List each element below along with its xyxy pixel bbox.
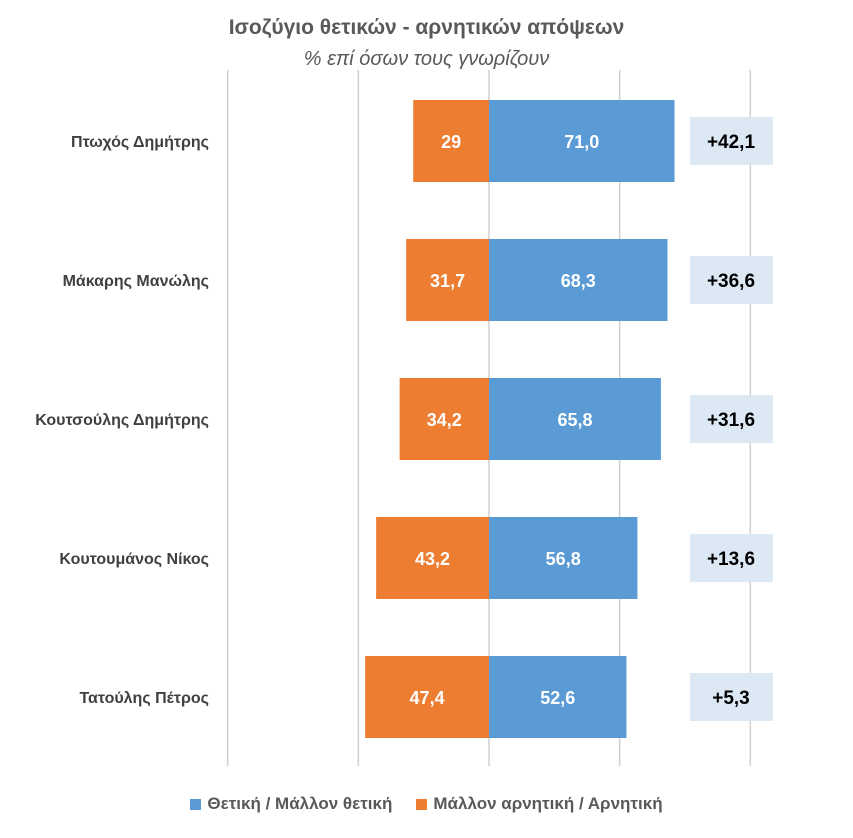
- data-label-positive: 56,8: [546, 549, 581, 569]
- bar-positive: [489, 656, 627, 738]
- category-label: Μάκαρης Μανώλης: [63, 273, 209, 290]
- legend-label-positive: Θετική / Μάλλον θετική: [207, 794, 393, 813]
- legend: Θετική / Μάλλον θετική Μάλλον αρνητική /…: [0, 794, 853, 814]
- net-label: +42,1: [707, 132, 756, 153]
- data-label-positive: 71,0: [564, 132, 599, 152]
- bar-negative: [376, 517, 489, 599]
- net-label-box: [690, 673, 773, 721]
- bar-negative: [413, 100, 489, 182]
- net-label-box: [690, 534, 773, 582]
- data-label-positive: 52,6: [540, 688, 575, 708]
- legend-swatch-positive: [190, 798, 202, 810]
- bar-positive: [489, 378, 661, 460]
- category-label: Κουτουμάνος Νίκος: [59, 551, 209, 568]
- data-label-negative: 34,2: [427, 410, 462, 430]
- legend-label-negative: Μάλλον αρνητική / Αρνητική: [433, 794, 663, 813]
- net-label-box: [690, 256, 773, 304]
- chart-title: Ισοζύγιο θετικών - αρνητικών απόψεων: [228, 16, 625, 39]
- data-label-positive: 68,3: [561, 271, 596, 291]
- data-label-negative: 47,4: [410, 688, 445, 708]
- bar-negative: [406, 239, 489, 321]
- bar-negative: [365, 656, 489, 738]
- bar-positive: [489, 100, 675, 182]
- net-label: +36,6: [707, 271, 755, 292]
- category-label: Κουτσούλης Δημήτρης: [35, 412, 209, 429]
- bar-positive: [489, 517, 638, 599]
- net-label-box: [690, 395, 773, 443]
- net-label: +13,6: [707, 549, 755, 570]
- bar-positive: [489, 239, 668, 321]
- bar-negative: [399, 378, 489, 460]
- legend-item-negative: Μάλλον αρνητική / Αρνητική: [416, 794, 663, 814]
- data-label-negative: 43,2: [415, 549, 450, 569]
- legend-swatch-negative: [416, 798, 428, 810]
- net-label-box: [690, 117, 773, 165]
- net-label: +5,3: [712, 688, 750, 709]
- data-label-positive: 65,8: [557, 410, 592, 430]
- chart-subtitle: % επί όσων τους γνωρίζουν: [303, 48, 550, 70]
- category-label: Πτωχός Δημήτρης: [71, 134, 209, 151]
- legend-item-positive: Θετική / Μάλλον θετική: [190, 794, 392, 814]
- data-label-negative: 31,7: [430, 271, 465, 291]
- net-label: +31,6: [707, 410, 755, 431]
- category-label: Τατούλης Πέτρος: [79, 690, 209, 707]
- data-label-negative: 29: [441, 132, 461, 152]
